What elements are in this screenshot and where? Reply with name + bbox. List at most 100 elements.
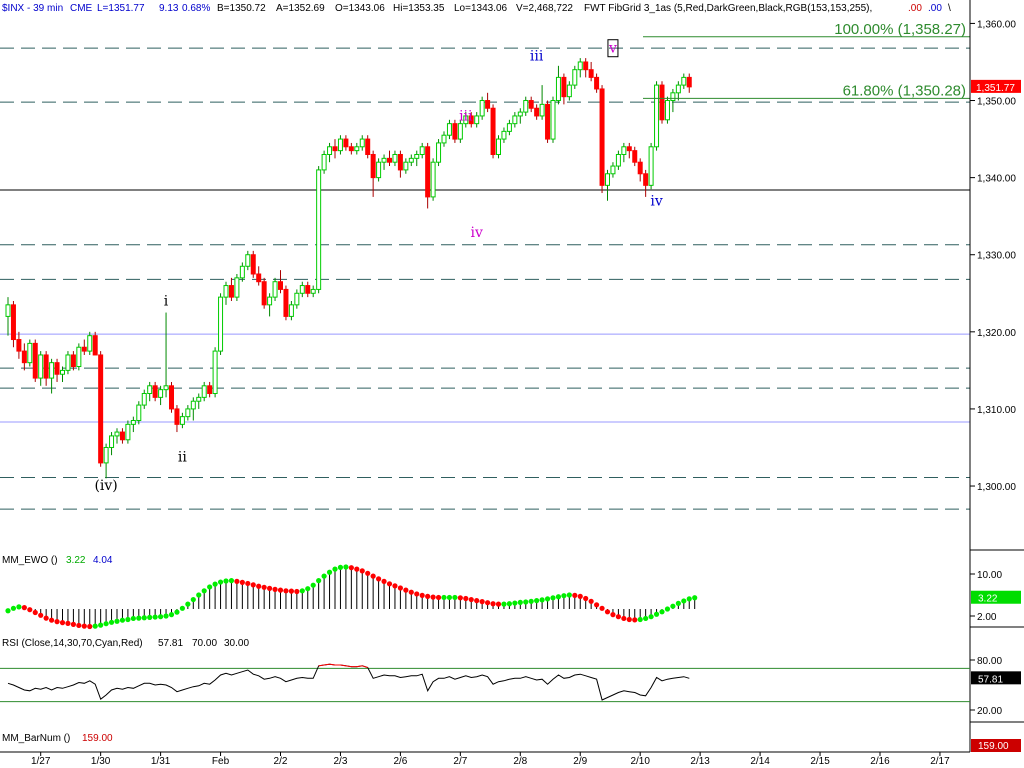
- candle-down: [348, 146, 354, 152]
- candle-up: [321, 153, 327, 171]
- candle-down: [594, 76, 600, 90]
- candle-down: [81, 346, 87, 352]
- candle-up: [179, 416, 185, 425]
- wave-label: iv: [471, 225, 483, 241]
- price-axis-label: 1,340.00: [977, 174, 1016, 185]
- ewo-dot: [561, 593, 567, 599]
- ewo-dot: [463, 595, 469, 602]
- ewo-dot: [321, 573, 327, 579]
- ewo-dot: [158, 614, 164, 620]
- ewo-dot: [370, 573, 376, 579]
- ewo-dot: [670, 603, 676, 609]
- ewo-dot: [479, 599, 485, 605]
- ewo-dot: [337, 564, 344, 570]
- ewo-dot: [136, 615, 142, 621]
- rsi-overbought-segment: [340, 664, 346, 667]
- ewo-dot: [376, 576, 382, 582]
- candle-up: [158, 389, 164, 398]
- candle-down: [343, 138, 349, 148]
- ewo-dot: [299, 588, 305, 594]
- ewo-dot: [196, 592, 202, 598]
- ewo-dot: [32, 609, 38, 616]
- ewo-dot: [179, 605, 185, 611]
- candle-up: [76, 346, 82, 368]
- ewo-dot: [87, 623, 93, 630]
- candle-up: [141, 393, 147, 406]
- ewo-dot: [566, 592, 572, 598]
- ewo-dot: [92, 623, 98, 629]
- wave-label: v: [608, 41, 617, 57]
- ewo-dot: [239, 579, 245, 586]
- candle-up: [414, 153, 420, 159]
- candle-down: [43, 354, 49, 379]
- wave-label-box: [607, 39, 619, 58]
- barnum-last-marker: [971, 739, 1021, 752]
- ewo-dot: [288, 588, 294, 594]
- wave-label: iii: [530, 48, 544, 64]
- ewo-dot: [283, 588, 289, 594]
- rsi-axis: 80.00 20.00: [970, 656, 1002, 717]
- ewo-dot: [539, 597, 545, 603]
- ewo-dot: [70, 621, 76, 628]
- ewo-dot: [550, 595, 556, 601]
- date-axis-label: 2/10: [630, 756, 650, 767]
- rsi-overbought-segment: [318, 664, 325, 667]
- ewo-dot: [610, 612, 616, 618]
- ewo-dot: [386, 581, 393, 587]
- rsi-upper: 70.00: [192, 638, 217, 649]
- candle-up: [359, 138, 365, 148]
- candle-up: [327, 146, 333, 155]
- ewo-dot: [261, 584, 267, 590]
- ewo-dot: [326, 569, 333, 575]
- candle-up: [479, 100, 485, 117]
- candle-up: [501, 130, 507, 140]
- ewo-dot: [583, 595, 589, 602]
- rsi-overbought-segment: [362, 665, 368, 668]
- candle-up: [130, 419, 136, 425]
- ewo-dot: [223, 578, 229, 584]
- fib-618-label: 61.80% (1,350.28): [843, 82, 966, 99]
- candle-up: [615, 153, 621, 167]
- candle-up: [457, 123, 463, 140]
- ewo-dot: [392, 583, 398, 589]
- ewo-dot: [250, 582, 256, 588]
- candle-up: [512, 115, 518, 125]
- ewo-dot: [615, 614, 622, 620]
- date-axis-label: 2/8: [513, 756, 527, 767]
- ewo-axis-label: 10.00: [977, 570, 1002, 581]
- ewo-dot: [201, 588, 207, 594]
- rsi-overbought-segment: [329, 663, 336, 666]
- candle-up: [239, 265, 245, 279]
- candle-up: [185, 408, 191, 418]
- candle-up: [218, 296, 224, 352]
- candle-down: [70, 354, 76, 368]
- ewo-dot: [108, 619, 115, 625]
- candle-down: [545, 103, 551, 140]
- candle-up: [288, 304, 294, 317]
- price-axis-label: 1,350.00: [977, 97, 1016, 108]
- candle-down: [686, 76, 692, 88]
- header-change: 9.13: [159, 3, 179, 14]
- candle-up: [381, 157, 387, 163]
- candle-up: [463, 115, 469, 125]
- ewo-dot: [474, 598, 480, 604]
- candle-down: [425, 146, 431, 198]
- ewo-dot: [207, 584, 213, 590]
- ewo-last-marker: [971, 590, 1021, 604]
- candle-up: [163, 385, 169, 391]
- candle-up: [517, 111, 523, 117]
- candle-down: [261, 281, 267, 306]
- candle-down: [528, 100, 534, 109]
- candle-up: [190, 400, 196, 410]
- date-axis-label: 1/30: [91, 756, 111, 767]
- price-pane-background: [0, 0, 970, 550]
- candle-down: [10, 304, 16, 341]
- ewo-value-2: 4.04: [93, 555, 113, 566]
- date-axis-label: 2/9: [573, 756, 587, 767]
- candle-up: [675, 84, 681, 94]
- ewo-dot: [59, 620, 66, 626]
- ewo-dot: [125, 616, 131, 623]
- candle-up: [212, 350, 218, 395]
- ewo-dot: [419, 592, 425, 598]
- candle-up: [555, 76, 561, 102]
